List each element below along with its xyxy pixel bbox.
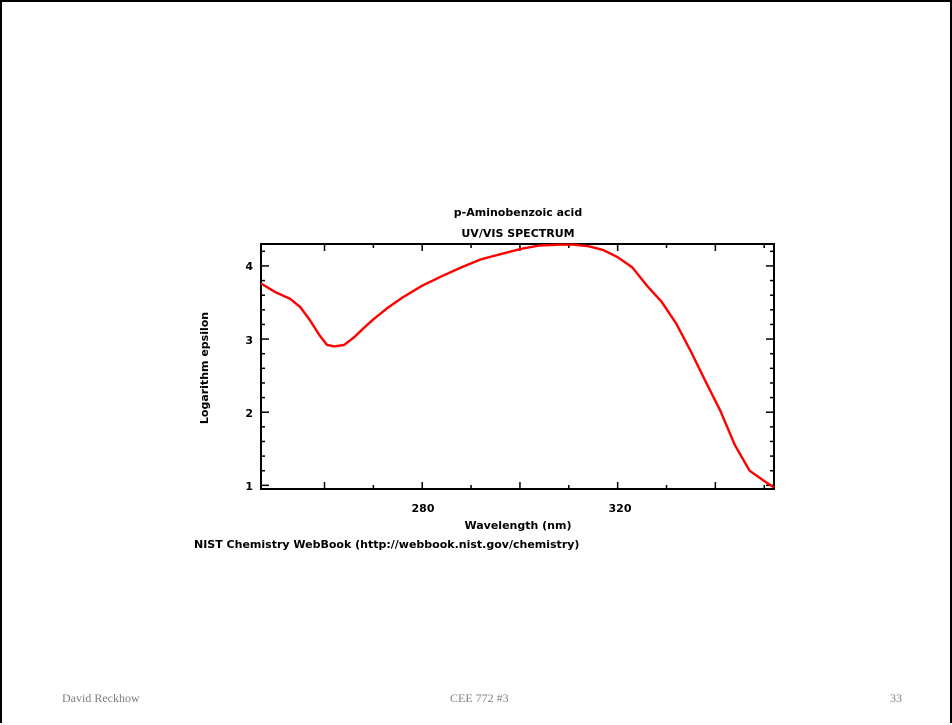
- footer-page-number: 33: [890, 691, 902, 705]
- x-tick-label-280: 280: [412, 502, 435, 515]
- chart-title: p-Aminobenzoic acid: [454, 206, 582, 219]
- series-line: [260, 243, 775, 489]
- y-axis-label: Logarithm epsilon: [198, 312, 211, 424]
- source-note: NIST Chemistry WebBook (http://webbook.n…: [194, 538, 579, 551]
- footer-course: CEE 772 #3: [450, 691, 509, 705]
- footer-author: David Reckhow: [62, 691, 140, 705]
- y-tick-label-4: 4: [245, 260, 253, 273]
- chart-subtitle: UV/VIS SPECTRUM: [461, 227, 574, 240]
- x-axis-label: Wavelength (nm): [465, 519, 572, 532]
- y-tick-label-2: 2: [245, 407, 253, 420]
- y-tick-label-3: 3: [245, 334, 253, 347]
- y-tick-label-1: 1: [245, 480, 253, 493]
- x-tick-label-320: 320: [609, 502, 632, 515]
- plot-frame: [260, 243, 775, 490]
